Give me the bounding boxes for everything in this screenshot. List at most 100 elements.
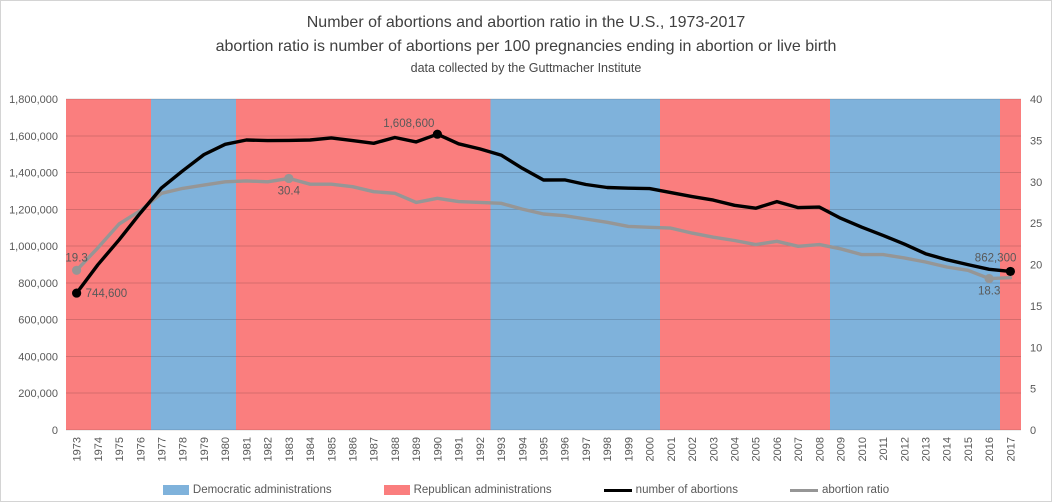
left-axis-tick: 1,200,000 [9, 204, 58, 216]
x-axis-tick-1992: 1992 [475, 437, 487, 461]
right-axis-tick: 35 [1030, 135, 1042, 147]
annotation-1990: 1,608,600 [383, 118, 434, 130]
left-axis-tick: 1,800,000 [9, 94, 58, 106]
x-axis-tick-1994: 1994 [517, 437, 529, 461]
left-axis-tick: 0 [52, 425, 58, 437]
right-axis-tick: 15 [1030, 301, 1042, 313]
right-axis-tick: 0 [1030, 425, 1036, 437]
annotation-1983: 30.4 [278, 185, 301, 197]
x-axis-tick-1984: 1984 [305, 437, 317, 461]
data-point-marker-2017 [1005, 266, 1015, 277]
x-axis-tick-1991: 1991 [454, 437, 466, 461]
x-axis-tick-1982: 1982 [263, 437, 275, 461]
legend-item-abortions-line: number of abortions [603, 484, 738, 496]
data-point-marker-2016 [984, 273, 994, 284]
abortions-line-swatch-icon [603, 488, 632, 492]
left-axis-tick: 200,000 [18, 388, 58, 400]
legend-label: Democratic administrations [192, 484, 332, 496]
x-axis-tick-1995: 1995 [539, 437, 551, 461]
x-axis-tick-1999: 1999 [623, 437, 635, 461]
annotation-2016: 18.3 [978, 286, 1000, 298]
x-axis-tick-1989: 1989 [411, 437, 423, 461]
x-axis-tick-2015: 2015 [963, 437, 975, 461]
x-axis-tick-2002: 2002 [687, 437, 699, 461]
x-axis-tick-2001: 2001 [666, 437, 678, 461]
x-axis-tick-1976: 1976 [135, 437, 147, 461]
chart-title: Number of abortions and abortion ratio i… [306, 14, 746, 31]
x-axis-tick-1981: 1981 [241, 437, 253, 461]
data-point-marker-1973 [72, 288, 82, 298]
abortions-line [74, 132, 1013, 295]
legend-item-democratic: Democratic administrations [162, 484, 332, 496]
annotation-2017: 862,300 [975, 252, 1017, 264]
left-axis-tick: 1,400,000 [9, 168, 58, 180]
data-point-marker-1983 [284, 173, 294, 184]
x-axis-tick-2005: 2005 [751, 437, 763, 461]
x-axis-tick-1993: 1993 [496, 437, 508, 461]
right-axis-tick: 5 [1030, 384, 1036, 396]
x-axis-tick-1980: 1980 [220, 437, 232, 461]
x-axis-tick-1977: 1977 [157, 437, 169, 461]
data-point-marker-1990 [432, 129, 442, 139]
x-axis-tick-1996: 1996 [560, 437, 572, 461]
annotation-1973: 19.3 [65, 252, 87, 264]
right-axis-tick: 30 [1030, 177, 1042, 189]
x-axis-tick-2017: 2017 [1005, 437, 1017, 461]
x-axis-tick-1990: 1990 [432, 437, 444, 461]
left-axis-tick: 1,600,000 [9, 131, 58, 143]
x-axis-tick-1974: 1974 [93, 437, 105, 461]
republican-swatch-icon [383, 485, 410, 495]
left-axis-tick: 1,000,000 [9, 241, 58, 253]
legend: Democratic administrations Republican ad… [1, 484, 1051, 496]
democratic-swatch-icon [162, 485, 189, 495]
data-point-marker-1973 [72, 265, 82, 275]
x-axis-tick-2013: 2013 [921, 437, 933, 461]
admin-band-R-1981 [235, 99, 491, 430]
admin-band-R-2001 [660, 99, 830, 430]
x-axis-tick-1986: 1986 [348, 437, 360, 461]
legend-label: Republican administrations [413, 484, 552, 496]
x-axis-tick-2004: 2004 [730, 437, 742, 461]
admin-band-D-1993 [490, 99, 661, 430]
admin-band-D-1977 [150, 99, 236, 430]
ratio-line-swatch-icon [789, 488, 818, 492]
x-axis-tick-2008: 2008 [814, 437, 826, 461]
x-axis-tick-1978: 1978 [178, 437, 190, 461]
x-axis-tick-1975: 1975 [114, 437, 126, 461]
x-axis-tick-1988: 1988 [390, 437, 402, 461]
x-axis-tick-2011: 2011 [878, 437, 890, 461]
admin-band-R-1973 [66, 99, 151, 430]
ratio-line [74, 176, 1013, 281]
x-axis-tick-2014: 2014 [942, 437, 954, 461]
legend-item-ratio-line: abortion ratio [789, 484, 890, 496]
x-axis-tick-1983: 1983 [284, 437, 296, 461]
x-axis-tick-2010: 2010 [857, 437, 869, 461]
legend-label: abortion ratio [821, 484, 890, 496]
x-axis-tick-1998: 1998 [602, 437, 614, 461]
x-axis-tick-2000: 2000 [645, 437, 657, 461]
left-axis-tick: 800,000 [18, 278, 58, 290]
legend-label: number of abortions [635, 484, 738, 496]
right-axis-tick: 40 [1030, 94, 1042, 106]
legend-item-republican: Republican administrations [383, 484, 552, 496]
x-axis-tick-2006: 2006 [772, 437, 784, 461]
x-axis-tick-1973: 1973 [72, 437, 84, 461]
x-axis-tick-2016: 2016 [984, 437, 996, 461]
x-axis-tick-2009: 2009 [836, 437, 848, 461]
left-axis-tick: 600,000 [18, 315, 58, 327]
right-axis-tick: 10 [1030, 342, 1042, 354]
right-axis-tick: 20 [1030, 260, 1042, 272]
admin-band-R-2017 [999, 99, 1021, 430]
x-axis-tick-1987: 1987 [369, 437, 381, 461]
annotation-1973: 744,600 [86, 288, 128, 300]
right-axis-tick: 25 [1030, 218, 1042, 230]
chart-titles: Number of abortions and abortion ratio i… [1, 11, 1051, 77]
x-axis-tick-2012: 2012 [899, 437, 911, 461]
x-axis-tick-1985: 1985 [326, 437, 338, 461]
chart-caption: data collected by the Guttmacher Institu… [410, 61, 642, 75]
left-axis-tick: 400,000 [18, 351, 58, 363]
x-axis-tick-1979: 1979 [199, 437, 211, 461]
x-axis-tick-1997: 1997 [581, 437, 593, 461]
